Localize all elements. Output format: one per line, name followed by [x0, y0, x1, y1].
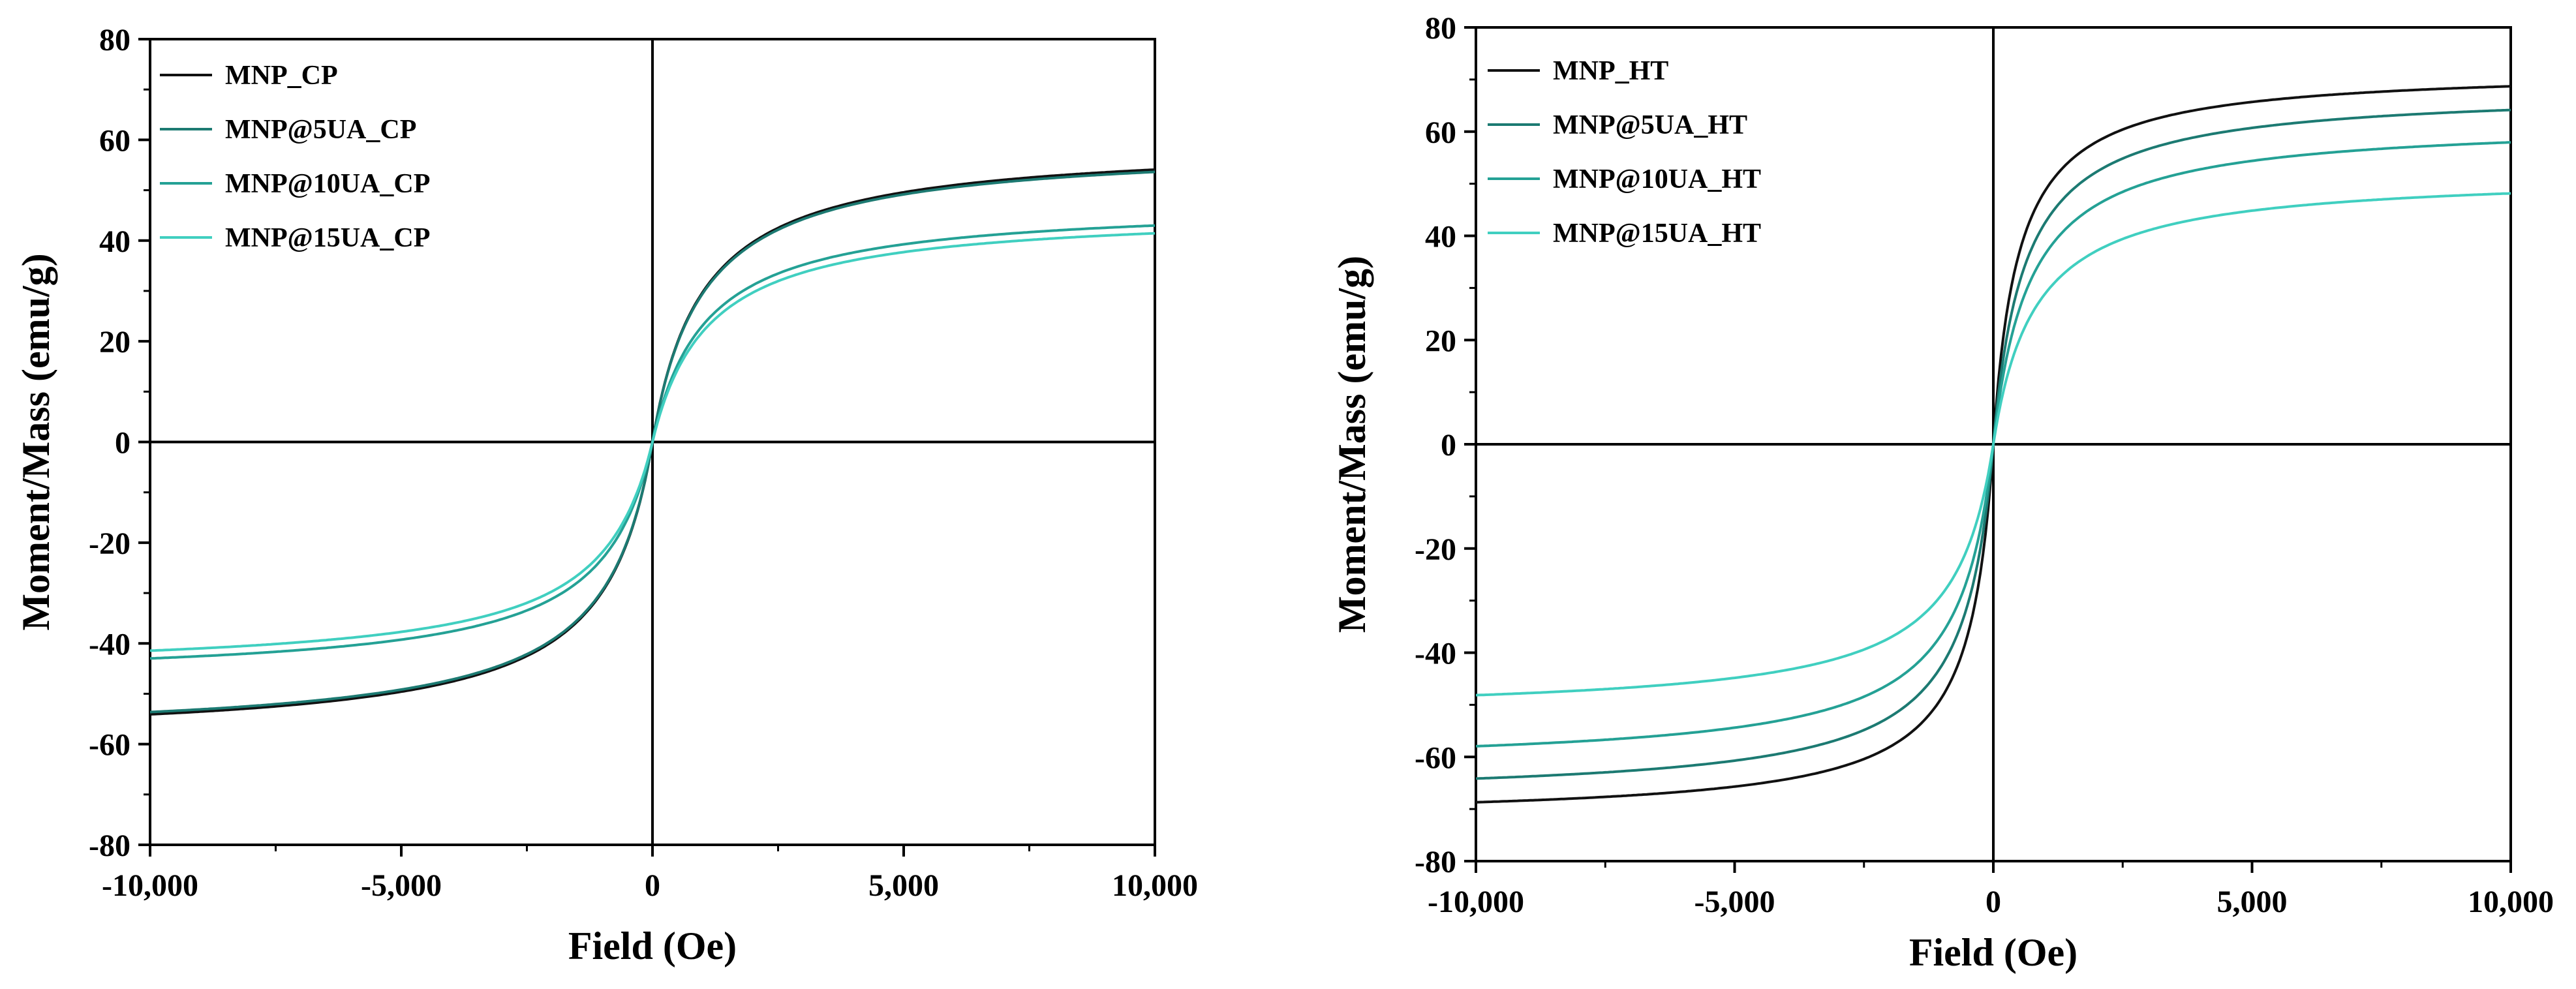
- y-tick-label: -20: [1415, 532, 1456, 567]
- chart-panel-1: -10,000 -5,000 0 5,000 10,000 -80 -60 -40 -20 0 20…: [14, 23, 1198, 967]
- y-tick-label: -40: [89, 627, 130, 662]
- legend-label: MNP@5UA_HT: [1553, 110, 1747, 140]
- y-tick-label: -80: [89, 829, 130, 863]
- y-tick-label: 80: [1425, 11, 1456, 46]
- y-tick-label: 20: [99, 325, 130, 359]
- legend-label: MNP@10UA_HT: [1553, 164, 1761, 194]
- y-tick-label: 0: [1441, 428, 1456, 463]
- x-tick-label: 0: [1986, 885, 2001, 919]
- x-tick-label: -5,000: [1694, 885, 1775, 919]
- legend-label: MNP@15UA_CP: [225, 223, 430, 253]
- chart-panel-2: -10,000 -5,000 0 5,000 10,000 -80 -60 -40 -20 0 20…: [1330, 11, 2554, 974]
- y-axis-title: Moment/Mass (emu/g): [1330, 256, 1373, 633]
- y-tick-label: 0: [115, 426, 130, 461]
- y-tick-label: -40: [1415, 637, 1456, 671]
- y-tick-label: -60: [89, 728, 130, 763]
- y-axis-title: Moment/Mass (emu/g): [14, 253, 57, 630]
- y-tick-label: 60: [1425, 115, 1456, 150]
- y-tick-label: 40: [1425, 220, 1456, 254]
- y-tick-label: -80: [1415, 845, 1456, 879]
- legend-label: MNP_HT: [1553, 56, 1668, 86]
- x-axis-title: Field (Oe): [1909, 931, 2078, 974]
- y-tick-label: -60: [1415, 740, 1456, 775]
- y-tick-label: 20: [1425, 324, 1456, 358]
- y-tick-label: 60: [99, 123, 130, 158]
- y-tick-label: 40: [99, 224, 130, 259]
- x-tick-label: 0: [645, 868, 660, 903]
- legend-label: MNP@10UA_CP: [225, 169, 430, 199]
- series-line-MNP@15UA_HT: [1475, 192, 2511, 697]
- legend-label: MNP@5UA_CP: [225, 115, 416, 145]
- x-tick-label: 5,000: [2217, 885, 2288, 919]
- x-axis-title: Field (Oe): [568, 924, 737, 967]
- x-tick-label: -10,000: [102, 868, 198, 903]
- x-tick-label: 5,000: [868, 868, 939, 903]
- legend-label: MNP@15UA_HT: [1553, 219, 1761, 249]
- x-tick-label: 10,000: [2468, 885, 2554, 919]
- series-line-MNP@15UA_CP: [149, 232, 1156, 652]
- x-tick-label: 10,000: [1112, 868, 1198, 903]
- y-tick-label: 80: [99, 23, 130, 57]
- legend-label: MNP_CP: [225, 61, 338, 91]
- x-tick-label: -10,000: [1428, 885, 1524, 919]
- y-tick-label: -20: [89, 526, 130, 561]
- x-tick-label: -5,000: [361, 868, 442, 903]
